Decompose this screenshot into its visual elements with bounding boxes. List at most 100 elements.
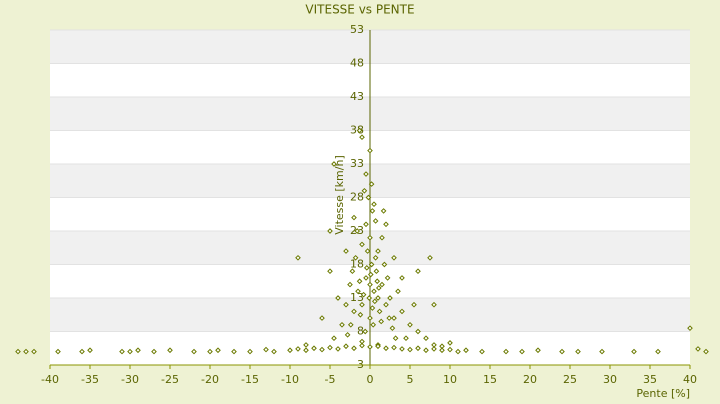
point — [327, 344, 333, 351]
point — [399, 275, 405, 281]
point — [31, 348, 37, 355]
x-tick-label: 10 — [443, 373, 457, 386]
point — [367, 315, 373, 321]
point — [311, 345, 317, 352]
point — [381, 261, 388, 268]
point — [359, 338, 365, 345]
point — [335, 295, 341, 301]
point — [559, 348, 565, 355]
point — [127, 348, 133, 355]
point — [191, 348, 197, 355]
point — [167, 347, 173, 354]
point — [364, 248, 371, 254]
point — [15, 348, 21, 355]
x-tick-label: -35 — [81, 373, 99, 386]
point — [343, 343, 349, 350]
x-tick-label: -40 — [41, 373, 59, 386]
point — [359, 342, 365, 349]
point — [455, 348, 461, 355]
point — [415, 345, 421, 352]
point — [386, 315, 393, 321]
point — [351, 345, 357, 352]
point — [372, 254, 379, 261]
point — [379, 281, 385, 288]
point — [363, 265, 370, 271]
point — [375, 295, 381, 301]
x-tick-label: -5 — [325, 373, 336, 386]
x-tick-label: -25 — [161, 373, 179, 386]
y-tick-label: 43 — [350, 90, 364, 103]
point — [351, 214, 357, 221]
point — [356, 127, 363, 134]
point — [369, 305, 376, 311]
x-tick-label: 20 — [523, 373, 537, 386]
point — [365, 194, 372, 201]
point — [366, 295, 373, 301]
point — [378, 318, 385, 325]
point — [354, 228, 361, 234]
point — [463, 347, 469, 354]
point — [231, 348, 237, 355]
point — [215, 347, 221, 354]
point — [119, 348, 125, 355]
point — [370, 321, 377, 328]
point — [399, 308, 405, 315]
point — [427, 254, 433, 261]
point — [356, 278, 363, 285]
point — [344, 332, 351, 338]
point — [295, 254, 301, 261]
x-tick-label: 30 — [603, 373, 617, 386]
point — [367, 281, 373, 288]
point — [371, 288, 377, 295]
point — [363, 171, 369, 177]
point — [295, 346, 301, 352]
point — [271, 348, 277, 355]
point — [403, 335, 409, 342]
x-axis-label: Pente [%] — [636, 387, 690, 400]
point — [135, 347, 141, 354]
point — [207, 348, 213, 355]
point — [447, 340, 453, 346]
point — [479, 348, 485, 355]
point — [399, 346, 405, 352]
point — [363, 275, 369, 281]
point — [392, 335, 399, 342]
point — [287, 347, 293, 354]
point — [383, 301, 389, 308]
point — [368, 181, 375, 187]
y-tick-label: 28 — [350, 191, 364, 204]
point — [327, 228, 333, 234]
point — [151, 348, 157, 355]
y-tick-label: 48 — [350, 57, 364, 70]
x-tick-label: -10 — [281, 373, 299, 386]
point — [407, 321, 413, 328]
y-tick-label: 8 — [357, 325, 364, 338]
point — [391, 344, 397, 351]
point — [599, 348, 605, 355]
point — [303, 347, 309, 354]
point — [575, 348, 581, 355]
point — [331, 161, 337, 167]
point — [373, 268, 380, 275]
point — [687, 325, 693, 331]
point — [423, 335, 429, 342]
point — [383, 221, 389, 228]
point — [411, 301, 417, 308]
point — [407, 346, 413, 353]
point — [379, 234, 385, 241]
point — [23, 348, 29, 355]
y-tick-label: 13 — [350, 291, 364, 304]
point — [369, 208, 376, 214]
point — [371, 201, 377, 208]
point — [352, 254, 359, 261]
point — [303, 342, 309, 348]
point — [374, 278, 381, 285]
point — [380, 208, 387, 214]
x-tick-label: 0 — [367, 373, 374, 386]
point — [335, 346, 341, 352]
point — [343, 248, 349, 254]
point — [439, 343, 445, 350]
point — [703, 348, 709, 355]
x-tick-label: 15 — [483, 373, 497, 386]
x-tick-label: -30 — [121, 373, 139, 386]
